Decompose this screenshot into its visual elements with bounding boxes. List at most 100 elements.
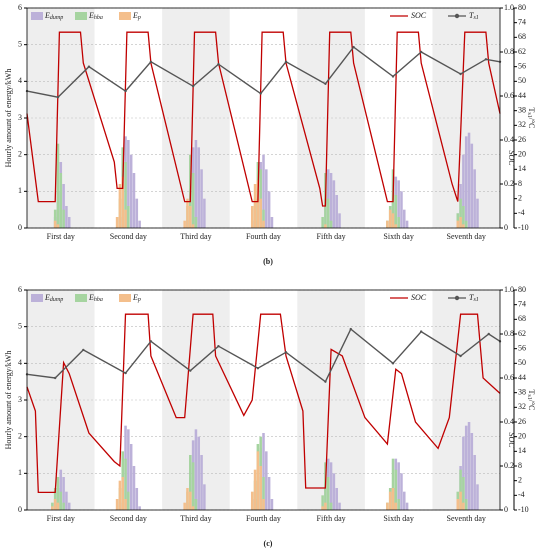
- bar: [459, 217, 462, 228]
- temperature-marker: [459, 72, 462, 76]
- bar: [324, 502, 327, 510]
- x-tick-label: First day: [47, 232, 75, 241]
- legend-label: Ep: [132, 11, 141, 22]
- legend-marker: [454, 295, 460, 301]
- bar: [203, 198, 206, 228]
- y-tick-label: 2: [18, 149, 22, 158]
- temperature-marker: [259, 92, 262, 95]
- bar: [194, 499, 198, 510]
- y3-tick-label: 38: [518, 105, 526, 114]
- y-tick-label: 0: [18, 505, 22, 514]
- bar: [259, 169, 262, 228]
- temperature-marker: [53, 376, 57, 380]
- bar: [62, 209, 65, 228]
- temperature-marker: [217, 63, 220, 66]
- legend-label: Ehba: [88, 293, 103, 304]
- x-tick-label: Sixth day: [383, 514, 413, 523]
- bar: [470, 143, 474, 228]
- bar: [329, 502, 333, 510]
- bar: [200, 455, 203, 510]
- temperature-marker: [459, 354, 462, 358]
- y-tick-label: 2: [18, 431, 22, 440]
- bar: [132, 173, 136, 228]
- temperature-marker: [391, 75, 395, 78]
- y-tick-label: 1: [18, 468, 22, 477]
- bar: [124, 209, 127, 228]
- y-tick-label: 6: [18, 285, 22, 294]
- bar: [53, 220, 57, 228]
- temperature-marker: [484, 58, 488, 61]
- soc-line: [26, 313, 501, 494]
- y3-axis-title: Ts1/°C: [526, 390, 536, 411]
- y3-tick-label: 8: [518, 461, 522, 470]
- bar: [391, 458, 395, 510]
- bar: [338, 213, 341, 228]
- bar: [335, 488, 338, 510]
- temperature-marker: [419, 330, 423, 333]
- bar: [262, 154, 265, 228]
- bar: [191, 224, 195, 228]
- bar: [59, 469, 63, 510]
- bar: [203, 484, 206, 510]
- bar: [265, 169, 268, 228]
- y3-tick-label: 74: [518, 17, 526, 26]
- bar: [129, 444, 133, 510]
- bar: [476, 198, 479, 228]
- bar: [329, 220, 333, 228]
- y-tick-label: 3: [18, 395, 22, 404]
- bar: [476, 484, 479, 510]
- bar: [191, 173, 195, 228]
- bar: [329, 462, 333, 510]
- bar: [256, 180, 260, 228]
- bar: [397, 462, 400, 510]
- bar: [62, 502, 65, 510]
- bar: [464, 220, 468, 228]
- y3-tick-label: 26: [518, 135, 526, 144]
- bar: [267, 477, 271, 510]
- bar: [397, 180, 400, 228]
- y3-tick-label: -4: [518, 208, 525, 217]
- bar: [259, 198, 262, 228]
- bar: [53, 209, 57, 228]
- y2-tick-label: 0.4: [504, 135, 514, 144]
- x-tick-label: Second day: [110, 514, 147, 523]
- bar: [459, 469, 462, 510]
- y3-tick-label: 74: [518, 299, 526, 308]
- y3-tick-label: 44: [518, 373, 526, 382]
- legend-label: Ep: [132, 293, 141, 304]
- bar: [135, 488, 139, 510]
- bar: [62, 477, 65, 510]
- x-tick-label: Fifth day: [317, 514, 346, 523]
- y2-tick-label: 0.6: [504, 91, 514, 100]
- y2-tick-label: 1.0: [504, 285, 514, 294]
- bar: [197, 147, 201, 228]
- y3-tick-label: 80: [518, 285, 526, 294]
- bar: [464, 425, 468, 510]
- bar: [397, 499, 400, 510]
- temperature-marker: [217, 345, 220, 348]
- bar: [391, 213, 395, 228]
- bar: [388, 209, 392, 228]
- y2-tick-label: 0.6: [504, 373, 514, 382]
- legend-swatch: [75, 12, 87, 20]
- bar: [391, 488, 395, 510]
- temperature-marker: [349, 327, 352, 331]
- temperature-marker: [352, 45, 355, 49]
- bar: [470, 433, 474, 510]
- bar: [121, 176, 124, 228]
- chart-panel: First day Second day Third day Fourth day Fi…: [4, 3, 536, 266]
- legend-label: Edump: [44, 11, 63, 22]
- bar: [335, 195, 338, 228]
- panel-label: (c): [264, 539, 273, 548]
- temperature-marker: [189, 369, 192, 372]
- y2-tick-label: 0.8: [504, 329, 514, 338]
- y3-tick-label: 62: [518, 47, 526, 56]
- bar: [405, 502, 409, 510]
- bar: [456, 499, 460, 510]
- bar: [51, 506, 54, 510]
- y-tick-label: 3: [18, 113, 22, 122]
- bar: [67, 502, 71, 510]
- plot-frame: [26, 7, 501, 229]
- bar: [262, 499, 265, 510]
- temperature-marker: [284, 351, 288, 354]
